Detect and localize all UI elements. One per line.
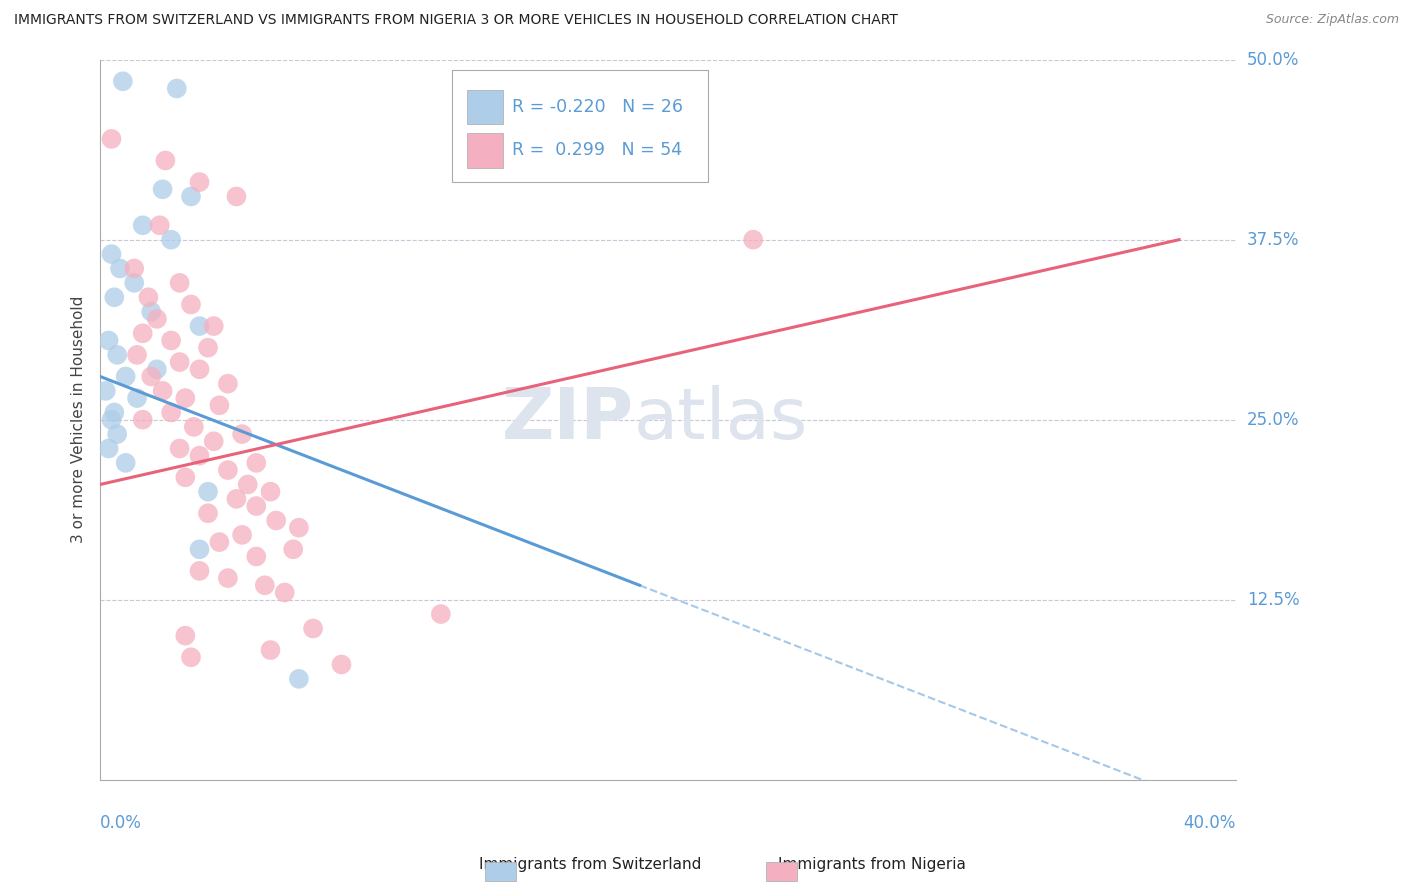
Point [197,341,219,355]
Point [94,384,117,398]
Point [152,384,174,398]
FancyBboxPatch shape [453,70,707,182]
Point [188,362,211,376]
Point [100,132,122,146]
Point [169,276,191,290]
FancyBboxPatch shape [467,133,503,168]
Point [302,622,325,636]
Point [225,491,247,506]
Point [114,369,136,384]
Point [152,182,174,196]
Point [231,528,253,542]
Point [169,355,191,369]
Point [100,247,122,261]
Point [160,405,183,419]
Point [231,427,253,442]
Point [132,219,155,233]
Point [122,276,145,290]
Point [111,74,134,88]
Text: 40.0%: 40.0% [1184,814,1236,832]
Point [141,304,163,318]
Text: atlas: atlas [634,385,808,454]
Text: Immigrants from Switzerland: Immigrants from Switzerland [479,857,702,872]
Text: 25.0%: 25.0% [1247,410,1299,429]
Point [208,398,231,412]
Point [160,334,183,348]
Point [122,261,145,276]
Point [166,81,188,95]
Point [108,261,131,276]
Point [138,290,160,304]
Point [149,219,172,233]
Point [217,463,239,477]
Point [188,319,211,334]
Point [125,348,148,362]
Point [217,376,239,391]
Point [288,672,311,686]
Point [288,521,311,535]
Point [245,456,267,470]
Text: ZIP: ZIP [502,385,634,454]
Point [245,549,267,564]
Text: 0.0%: 0.0% [100,814,142,832]
Point [160,233,183,247]
Point [100,412,122,426]
Point [180,650,202,665]
Y-axis label: 3 or more Vehicles in Household: 3 or more Vehicles in Household [72,296,86,543]
Point [264,513,287,527]
Point [188,542,211,557]
Point [330,657,353,672]
Point [273,585,295,599]
Point [174,629,197,643]
Point [188,175,211,189]
Point [236,477,259,491]
Text: R = -0.220   N = 26: R = -0.220 N = 26 [512,98,683,116]
Point [225,189,247,203]
Text: Immigrants from Nigeria: Immigrants from Nigeria [778,857,966,872]
FancyBboxPatch shape [467,90,503,125]
Point [169,442,191,456]
Point [97,442,120,456]
Text: R =  0.299   N = 54: R = 0.299 N = 54 [512,142,682,160]
Point [202,319,225,334]
Point [132,412,155,426]
Point [430,607,453,621]
Text: Source: ZipAtlas.com: Source: ZipAtlas.com [1265,13,1399,27]
Point [197,484,219,499]
Point [146,311,169,326]
Text: 37.5%: 37.5% [1247,231,1299,249]
Point [217,571,239,585]
Point [197,506,219,520]
Point [174,391,197,405]
Text: 50.0%: 50.0% [1247,51,1299,69]
Point [188,449,211,463]
Point [180,189,202,203]
Point [141,369,163,384]
Point [155,153,177,168]
Point [253,578,276,592]
Point [259,484,281,499]
Point [742,233,765,247]
Point [174,470,197,484]
Point [202,434,225,449]
Point [114,456,136,470]
Point [208,535,231,549]
Point [125,391,148,405]
Point [103,290,125,304]
Point [180,297,202,311]
Point [105,427,128,442]
Point [188,564,211,578]
Point [103,405,125,419]
Point [245,499,267,513]
Text: IMMIGRANTS FROM SWITZERLAND VS IMMIGRANTS FROM NIGERIA 3 OR MORE VEHICLES IN HOU: IMMIGRANTS FROM SWITZERLAND VS IMMIGRANT… [14,13,898,28]
Point [259,643,281,657]
Text: 12.5%: 12.5% [1247,591,1299,608]
Point [97,334,120,348]
Point [146,362,169,376]
Point [183,420,205,434]
Point [105,348,128,362]
Point [132,326,155,341]
Point [283,542,305,557]
